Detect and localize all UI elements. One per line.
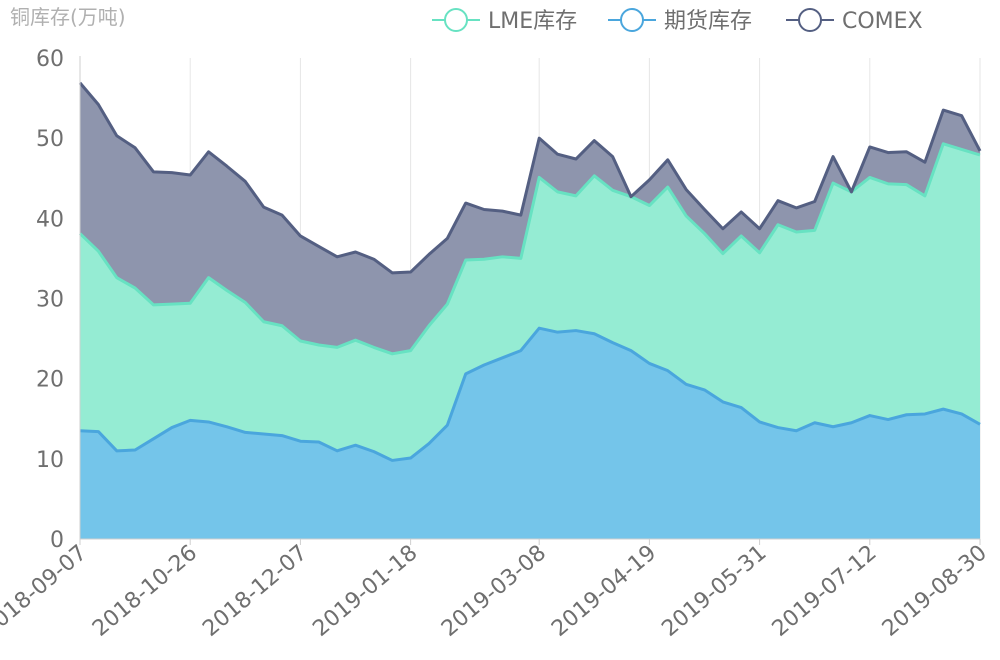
y-tick-label-0: 0: [50, 528, 64, 553]
series-areas: [80, 82, 980, 539]
legend-label: LME库存: [488, 9, 577, 34]
area-2: [80, 82, 980, 354]
axes: [79, 56, 980, 540]
x-tick-label-2: 2018-12-07: [198, 540, 312, 641]
legend-label: 期货库存: [664, 9, 752, 34]
legend-marker-icon: [798, 8, 822, 32]
y-tick-label-2: 20: [36, 368, 64, 393]
x-tick-label-4: 2019-03-08: [437, 540, 551, 641]
x-tick-label-1: 2018-10-26: [88, 540, 202, 641]
series-line-0: [79, 326, 981, 462]
series-line-1: [78, 142, 981, 356]
y-tick-label-1: 10: [36, 448, 64, 473]
legend-marker-icon: [444, 8, 468, 32]
y-axis-ticks: 0 10 20 30 40 50 60: [36, 47, 64, 553]
legend-item-0[interactable]: LME库存: [432, 8, 577, 34]
area-1: [80, 143, 980, 461]
x-axis-ticks: 2018-09-072018-10-262018-12-072019-01-18…: [0, 539, 992, 642]
legend[interactable]: LME库存 期货库存 COMEX: [432, 8, 923, 34]
x-tick-label-6: 2019-05-31: [657, 540, 771, 641]
legend-label: COMEX: [842, 9, 923, 34]
y-tick-label-5: 50: [36, 127, 64, 152]
y-tick-label-6: 60: [36, 47, 64, 72]
series-line-2: [78, 81, 982, 275]
y-axis-title: 铜库存(万吨): [10, 5, 126, 29]
legend-item-2[interactable]: COMEX: [786, 8, 923, 34]
x-tick-label-5: 2019-04-19: [547, 540, 661, 641]
x-tick-label-0: 2018-09-07: [0, 540, 92, 641]
legend-item-1[interactable]: 期货库存: [608, 8, 752, 34]
y-tick-label-3: 30: [36, 288, 64, 313]
x-tick-label-8: 2019-08-30: [878, 540, 992, 641]
legend-marker-icon: [620, 8, 644, 32]
area-0: [80, 328, 980, 539]
x-tick-label-7: 2019-07-12: [768, 540, 882, 641]
x-tick-label-3: 2019-01-18: [308, 540, 422, 641]
series-lines: [78, 81, 982, 462]
y-tick-label-4: 40: [36, 207, 64, 232]
